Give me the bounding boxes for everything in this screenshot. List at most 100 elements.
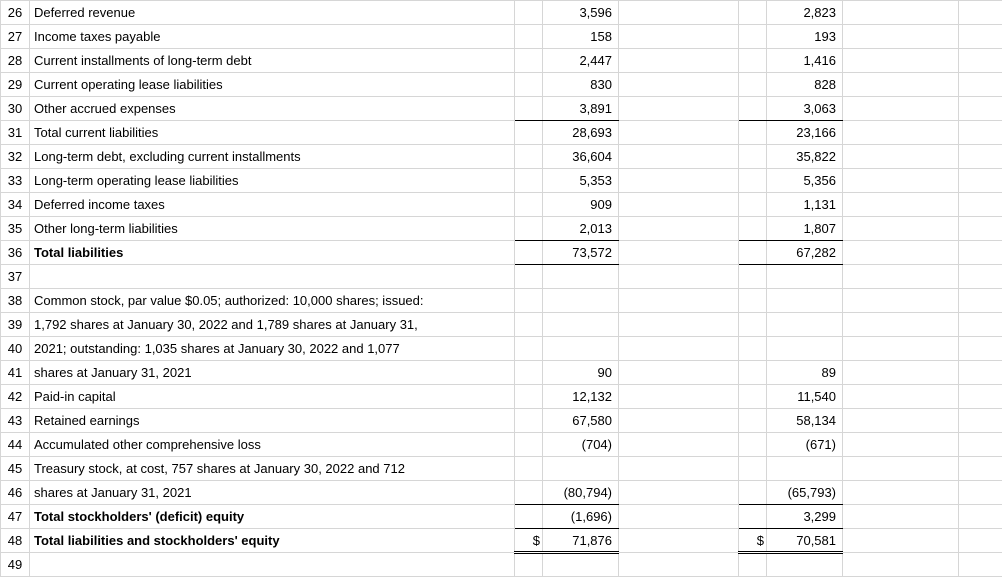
empty-cell[interactable] bbox=[959, 25, 1002, 49]
row-label[interactable]: Total current liabilities bbox=[30, 121, 515, 145]
row-label[interactable] bbox=[30, 265, 515, 289]
row-number[interactable]: 27 bbox=[1, 25, 30, 49]
table-row[interactable]: 31Total current liabilities28,69323,166 bbox=[1, 121, 1002, 145]
table-row[interactable]: 41shares at January 31, 2021 90 89 bbox=[1, 361, 1002, 385]
empty-cell[interactable] bbox=[959, 145, 1002, 169]
table-row[interactable]: 391,792 shares at January 30, 2022 and 1… bbox=[1, 313, 1002, 337]
currency-symbol[interactable] bbox=[739, 505, 767, 529]
row-number[interactable]: 41 bbox=[1, 361, 30, 385]
row-number[interactable]: 31 bbox=[1, 121, 30, 145]
currency-symbol[interactable] bbox=[515, 265, 543, 289]
row-label[interactable] bbox=[30, 553, 515, 577]
row-label[interactable]: Common stock, par value $0.05; authorize… bbox=[30, 289, 515, 313]
empty-cell[interactable] bbox=[959, 241, 1002, 265]
empty-cell[interactable] bbox=[843, 409, 959, 433]
row-label[interactable]: Total liabilities bbox=[30, 241, 515, 265]
empty-cell[interactable] bbox=[843, 457, 959, 481]
value-col-2[interactable]: 89 bbox=[767, 361, 843, 385]
table-row[interactable]: 26Deferred revenue3,5962,823 bbox=[1, 1, 1002, 25]
currency-symbol[interactable] bbox=[739, 337, 767, 361]
empty-cell[interactable] bbox=[959, 481, 1002, 505]
currency-symbol[interactable] bbox=[739, 1, 767, 25]
currency-symbol[interactable] bbox=[739, 433, 767, 457]
row-label[interactable]: Current operating lease liabilities bbox=[30, 73, 515, 97]
spacer-cell[interactable] bbox=[619, 481, 739, 505]
table-row[interactable]: 42Paid-in capital12,13211,540 bbox=[1, 385, 1002, 409]
row-label[interactable]: Long-term debt, excluding current instal… bbox=[30, 145, 515, 169]
spacer-cell[interactable] bbox=[619, 409, 739, 433]
row-number[interactable]: 49 bbox=[1, 553, 30, 577]
empty-cell[interactable] bbox=[959, 217, 1002, 241]
value-col-1[interactable]: 12,132 bbox=[543, 385, 619, 409]
row-number[interactable]: 37 bbox=[1, 265, 30, 289]
empty-cell[interactable] bbox=[843, 385, 959, 409]
spacer-cell[interactable] bbox=[619, 265, 739, 289]
spacer-cell[interactable] bbox=[619, 25, 739, 49]
empty-cell[interactable] bbox=[843, 193, 959, 217]
spacer-cell[interactable] bbox=[619, 145, 739, 169]
value-col-1[interactable]: 3,596 bbox=[543, 1, 619, 25]
value-col-2[interactable]: 35,822 bbox=[767, 145, 843, 169]
spacer-cell[interactable] bbox=[619, 337, 739, 361]
spacer-cell[interactable] bbox=[619, 241, 739, 265]
empty-cell[interactable] bbox=[843, 361, 959, 385]
row-number[interactable]: 39 bbox=[1, 313, 30, 337]
currency-symbol[interactable] bbox=[515, 73, 543, 97]
row-label[interactable]: shares at January 31, 2021 bbox=[30, 361, 515, 385]
currency-symbol[interactable] bbox=[515, 49, 543, 73]
currency-symbol[interactable] bbox=[739, 97, 767, 121]
spacer-cell[interactable] bbox=[619, 385, 739, 409]
empty-cell[interactable] bbox=[843, 1, 959, 25]
empty-cell[interactable] bbox=[843, 433, 959, 457]
value-col-1[interactable]: 2,447 bbox=[543, 49, 619, 73]
empty-cell[interactable] bbox=[959, 1, 1002, 25]
value-col-2[interactable]: 11,540 bbox=[767, 385, 843, 409]
currency-symbol[interactable] bbox=[739, 385, 767, 409]
row-label[interactable]: Deferred revenue bbox=[30, 1, 515, 25]
currency-symbol[interactable]: $ bbox=[739, 529, 767, 553]
currency-symbol[interactable] bbox=[515, 481, 543, 505]
spacer-cell[interactable] bbox=[619, 529, 739, 553]
row-label[interactable]: Total stockholders' (deficit) equity bbox=[30, 505, 515, 529]
value-col-1[interactable] bbox=[543, 457, 619, 481]
value-col-1[interactable] bbox=[543, 265, 619, 289]
table-row[interactable]: 35Other long-term liabilities2,0131,807 bbox=[1, 217, 1002, 241]
row-number[interactable]: 32 bbox=[1, 145, 30, 169]
currency-symbol[interactable] bbox=[739, 145, 767, 169]
empty-cell[interactable] bbox=[843, 25, 959, 49]
value-col-1[interactable]: 90 bbox=[543, 361, 619, 385]
value-col-2[interactable] bbox=[767, 457, 843, 481]
currency-symbol[interactable] bbox=[515, 361, 543, 385]
value-col-2[interactable]: 1,416 bbox=[767, 49, 843, 73]
row-number[interactable]: 33 bbox=[1, 169, 30, 193]
spacer-cell[interactable] bbox=[619, 1, 739, 25]
empty-cell[interactable] bbox=[843, 529, 959, 553]
spacer-cell[interactable] bbox=[619, 169, 739, 193]
table-row[interactable]: 47Total stockholders' (deficit) equity (1… bbox=[1, 505, 1002, 529]
spacer-cell[interactable] bbox=[619, 73, 739, 97]
value-col-2[interactable]: 70,581 bbox=[767, 529, 843, 553]
row-label[interactable]: Current installments of long-term debt bbox=[30, 49, 515, 73]
empty-cell[interactable] bbox=[843, 241, 959, 265]
currency-symbol[interactable]: $ bbox=[515, 529, 543, 553]
row-number[interactable]: 44 bbox=[1, 433, 30, 457]
empty-cell[interactable] bbox=[959, 73, 1002, 97]
table-row[interactable]: 33Long-term operating lease liabilities5… bbox=[1, 169, 1002, 193]
empty-cell[interactable] bbox=[843, 169, 959, 193]
table-row[interactable]: 30Other accrued expenses3,8913,063 bbox=[1, 97, 1002, 121]
currency-symbol[interactable] bbox=[515, 193, 543, 217]
row-label[interactable]: Long-term operating lease liabilities bbox=[30, 169, 515, 193]
spacer-cell[interactable] bbox=[619, 121, 739, 145]
currency-symbol[interactable] bbox=[515, 145, 543, 169]
currency-symbol[interactable] bbox=[739, 361, 767, 385]
value-col-1[interactable]: (1,696) bbox=[543, 505, 619, 529]
currency-symbol[interactable] bbox=[515, 1, 543, 25]
empty-cell[interactable] bbox=[843, 49, 959, 73]
row-number[interactable]: 43 bbox=[1, 409, 30, 433]
empty-cell[interactable] bbox=[959, 337, 1002, 361]
currency-symbol[interactable] bbox=[515, 25, 543, 49]
empty-cell[interactable] bbox=[843, 481, 959, 505]
row-number[interactable]: 47 bbox=[1, 505, 30, 529]
currency-symbol[interactable] bbox=[515, 553, 543, 577]
spacer-cell[interactable] bbox=[619, 433, 739, 457]
